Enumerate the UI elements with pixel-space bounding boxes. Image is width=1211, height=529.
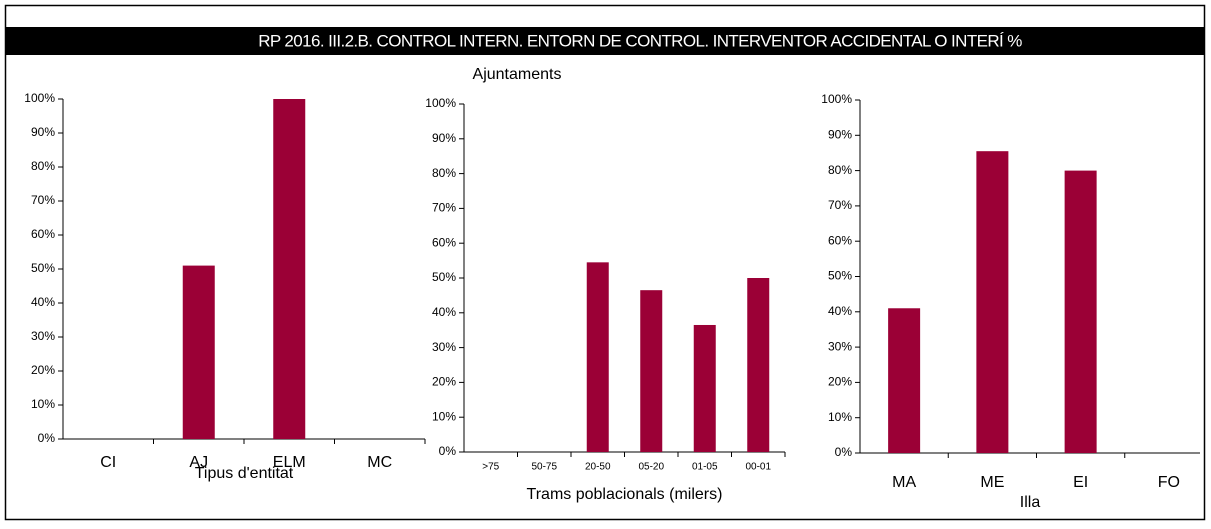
x-axis-title: Illa [1020,494,1041,511]
bar [976,151,1009,453]
x-tick-label: AJ [189,454,208,471]
x-tick-label: EI [1073,474,1088,491]
y-tick-label: 60% [432,235,456,249]
y-tick-label: 10% [828,410,852,424]
chart-title: Ajuntaments [473,66,562,83]
y-tick-label: 10% [432,409,456,423]
y-tick-label: 20% [432,375,456,389]
y-tick-label: 50% [432,270,456,284]
x-tick-label: MC [367,454,392,471]
x-tick-label: ME [980,474,1004,491]
x-tick-label: 50-75 [531,462,557,473]
title-bar [6,27,1204,55]
y-tick-label: 70% [828,198,852,212]
y-tick-label: 50% [828,269,852,283]
y-tick-label: 80% [432,166,456,180]
bar [888,308,921,453]
bar [1064,170,1097,453]
x-tick-label: MA [892,474,916,491]
bar [586,262,609,452]
y-tick-label: 20% [828,375,852,389]
x-tick-label: ELM [273,454,306,471]
bar [693,324,716,452]
y-tick-label: 80% [31,159,55,173]
bar [182,265,215,439]
y-tick-label: 0% [439,444,457,458]
y-tick-label: 60% [31,227,55,241]
x-tick-label: 20-50 [585,462,611,473]
x-tick-label: >75 [482,462,499,473]
y-tick-label: 10% [31,397,55,411]
y-tick-label: 30% [432,340,456,354]
y-tick-label: 70% [31,193,55,207]
y-tick-label: 90% [432,131,456,145]
y-tick-label: 40% [31,295,55,309]
y-tick-label: 40% [828,304,852,318]
y-tick-label: 50% [31,261,55,275]
bar [273,99,306,439]
x-axis-title: Tipus d'entitat [195,465,294,482]
y-tick-label: 80% [828,163,852,177]
y-tick-label: 100% [821,92,852,106]
x-tick-label: CI [100,454,116,471]
page-title: RP 2016. III.2.B. CONTROL INTERN. ENTORN… [258,31,1022,50]
x-tick-label: 05-20 [638,462,664,473]
y-tick-label: 30% [828,339,852,353]
y-tick-label: 90% [828,127,852,141]
y-tick-label: 60% [828,233,852,247]
y-tick-label: 30% [31,329,55,343]
y-tick-label: 0% [38,431,56,445]
x-axis-title: Trams poblacionals (milers) [527,486,723,503]
bar [747,278,770,452]
y-tick-label: 0% [835,445,853,459]
y-tick-label: 40% [432,305,456,319]
x-tick-label: 01-05 [692,462,718,473]
y-tick-label: 20% [31,363,55,377]
y-tick-label: 100% [425,96,456,110]
y-tick-label: 90% [31,125,55,139]
x-tick-label: FO [1158,474,1180,491]
y-tick-label: 70% [432,201,456,215]
y-tick-label: 100% [24,91,55,105]
x-tick-label: 00-01 [745,462,771,473]
bar [640,290,663,452]
